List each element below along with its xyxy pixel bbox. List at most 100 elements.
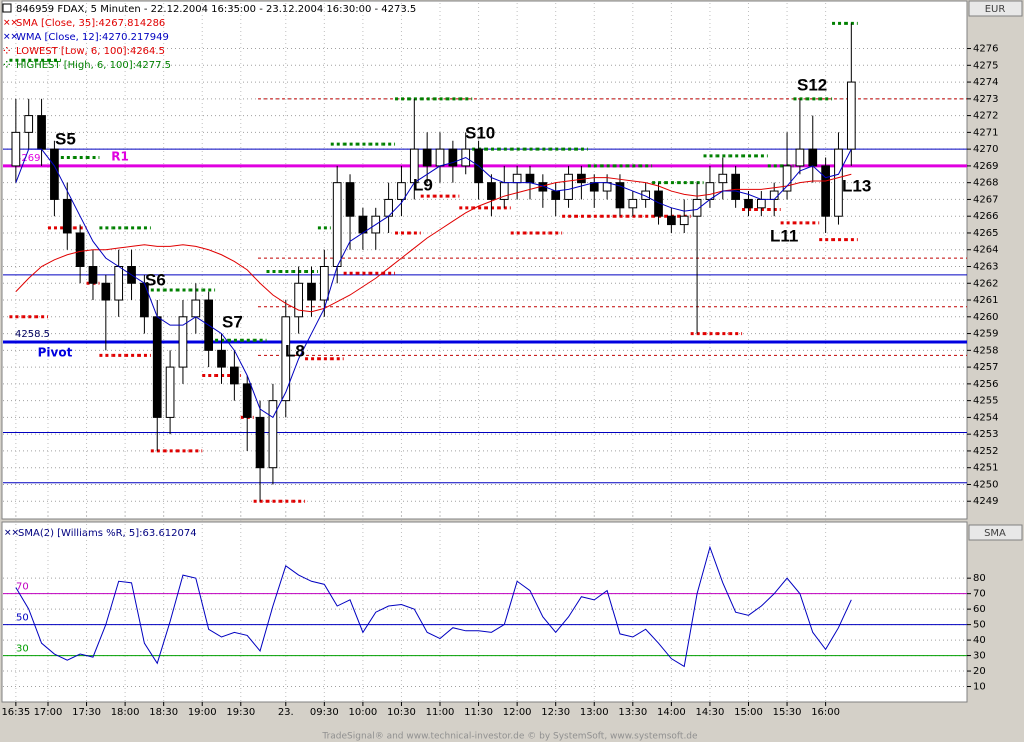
legend-icon: ✕✕: [3, 33, 18, 43]
annotation: S5: [55, 129, 76, 148]
title-icon: [2, 3, 12, 13]
y-tick-label: 30: [973, 651, 986, 662]
x-tick-label: 14:00: [657, 707, 686, 718]
y-tick-label: 4273: [973, 94, 998, 105]
corner-label: SMA: [984, 528, 1006, 539]
oscillator-title: SMA(2) [Williams %R, 5]:63.612074: [18, 528, 197, 539]
y-tick-label: 4259: [973, 329, 998, 340]
x-tick-label: 15:30: [773, 707, 802, 718]
y-tick-label: 4263: [973, 262, 998, 273]
y-tick-label: 4250: [973, 479, 998, 490]
candle-body: [11, 131, 21, 167]
y-tick-label: 4266: [973, 211, 998, 222]
x-tick-label: 18:30: [149, 707, 178, 718]
y-tick-label: 10: [973, 682, 986, 693]
y-tick-label: 4267: [973, 194, 998, 205]
candle-body: [448, 148, 458, 167]
candle-body: [718, 173, 728, 184]
candle-body: [152, 316, 162, 418]
y-tick-label: 4249: [973, 496, 998, 507]
candle-body: [165, 366, 175, 418]
indicator-line: [15, 173, 852, 313]
y-tick-label: 4270: [973, 144, 998, 155]
candle-body: [75, 232, 85, 267]
candle-body: [769, 190, 779, 200]
level-name: R1: [111, 149, 129, 163]
candle-body: [101, 282, 111, 301]
candle-body: [808, 148, 818, 167]
x-tick-label: 18:00: [111, 707, 140, 718]
x-tick-label: 17:00: [34, 707, 63, 718]
candle-body: [268, 400, 278, 469]
annotation: S7: [222, 312, 243, 331]
level-label: 50: [16, 613, 29, 624]
y-tick-label: 60: [973, 604, 986, 615]
candle-body: [281, 316, 291, 402]
legend-icon: ✕✕: [3, 19, 18, 29]
candle-body: [50, 148, 59, 200]
x-tick-label: 12:00: [503, 707, 532, 718]
y-tick-label: 4254: [973, 412, 998, 423]
y-tick-label: 4274: [973, 77, 998, 88]
candle-body: [294, 282, 303, 318]
legend-entry: LOWEST [Low, 6, 100]:4264.5: [16, 46, 165, 57]
x-tick-label: 11:00: [426, 707, 455, 718]
corner-box: [968, 524, 1023, 541]
candle-body: [114, 266, 124, 301]
candle-body: [589, 182, 599, 192]
oscillator-panel: [1, 521, 968, 703]
y-tick-label: 4265: [973, 228, 998, 239]
level-name: Pivot: [38, 345, 73, 359]
candle-body: [564, 173, 573, 200]
level-value: 4269: [15, 153, 40, 164]
y-tick-label: 4271: [973, 127, 998, 138]
annotation: L9: [413, 175, 433, 194]
x-tick-label: 14:30: [696, 707, 725, 718]
candle-body: [795, 148, 805, 167]
x-tick-label: 23.: [278, 707, 294, 718]
annotation: L8: [285, 341, 305, 360]
candle-body: [641, 190, 651, 200]
oscillator-line: [15, 545, 852, 668]
legend-entry: HIGHEST [High, 6, 100]:4277.5: [16, 60, 171, 71]
y-tick-label: 4261: [973, 295, 998, 306]
x-tick-label: 13:30: [618, 707, 647, 718]
y-tick-label: 4258: [973, 345, 998, 356]
candle-body: [24, 115, 34, 133]
candle-body: [821, 165, 830, 217]
candle-body: [846, 81, 856, 150]
candle-body: [358, 215, 368, 234]
annotation: L13: [842, 176, 871, 195]
candle-body: [834, 148, 843, 217]
candle-body: [692, 198, 702, 217]
legend-entry: WMA [Close, 12]:4270.217949: [16, 32, 169, 43]
candle-body: [345, 182, 355, 217]
y-tick-label: 4256: [973, 379, 998, 390]
x-tick-label: 13:00: [580, 707, 609, 718]
candle-body: [782, 165, 792, 192]
candle-body: [602, 182, 612, 192]
annotation: L11: [770, 226, 798, 245]
y-tick-label: 4275: [973, 60, 998, 71]
chart-title: 846959 FDAX, 5 Minuten - 22.12.2004 16:3…: [16, 4, 416, 15]
candle-body: [230, 366, 239, 385]
y-tick-label: 50: [973, 620, 986, 631]
candle-body: [255, 416, 265, 469]
candle-body: [679, 215, 689, 226]
level-label: 30: [16, 644, 29, 655]
legend-entry: SMA [Close, 35]:4267.814286: [16, 18, 165, 29]
y-tick-label: 4251: [973, 463, 998, 474]
footer: TradeSignal® and www.technical-investor.…: [321, 732, 698, 742]
y-tick-label: 4252: [973, 446, 998, 457]
candle-body: [654, 190, 663, 217]
level-label: 70: [16, 582, 29, 593]
x-tick-label: 12:30: [541, 707, 570, 718]
candle-body: [307, 282, 316, 301]
annotation: S6: [145, 270, 166, 289]
x-tick-label: 19:00: [188, 707, 217, 718]
candle-body: [512, 173, 522, 184]
x-tick-label: 10:30: [387, 707, 416, 718]
annotation: S12: [797, 75, 827, 94]
